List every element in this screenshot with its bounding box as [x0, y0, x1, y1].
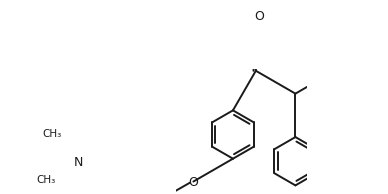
- Text: CH₃: CH₃: [36, 175, 55, 185]
- Text: O: O: [188, 176, 197, 189]
- Text: O: O: [255, 10, 265, 23]
- Text: N: N: [74, 156, 83, 169]
- Text: CH₃: CH₃: [42, 129, 61, 139]
